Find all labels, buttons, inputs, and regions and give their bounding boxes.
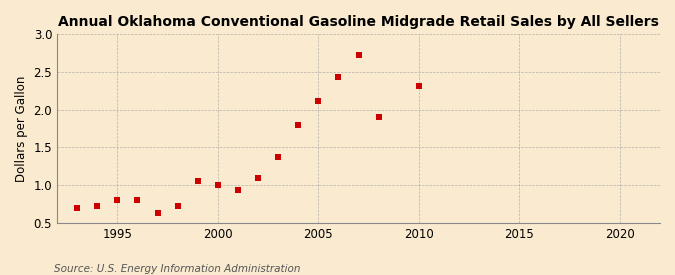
Point <box>353 53 364 58</box>
Point <box>172 204 183 208</box>
Point <box>373 115 384 120</box>
Point <box>213 183 223 187</box>
Point <box>152 211 163 215</box>
Title: Annual Oklahoma Conventional Gasoline Midgrade Retail Sales by All Sellers: Annual Oklahoma Conventional Gasoline Mi… <box>58 15 659 29</box>
Point <box>132 198 143 202</box>
Point <box>92 204 103 208</box>
Y-axis label: Dollars per Gallon: Dollars per Gallon <box>15 75 28 182</box>
Point <box>72 206 82 210</box>
Point <box>273 154 284 159</box>
Point <box>112 198 123 202</box>
Text: Source: U.S. Energy Information Administration: Source: U.S. Energy Information Administ… <box>54 264 300 274</box>
Point <box>413 83 424 88</box>
Point <box>252 175 263 180</box>
Point <box>192 179 203 184</box>
Point <box>232 188 243 193</box>
Point <box>333 75 344 79</box>
Point <box>293 123 304 127</box>
Point <box>313 99 324 104</box>
